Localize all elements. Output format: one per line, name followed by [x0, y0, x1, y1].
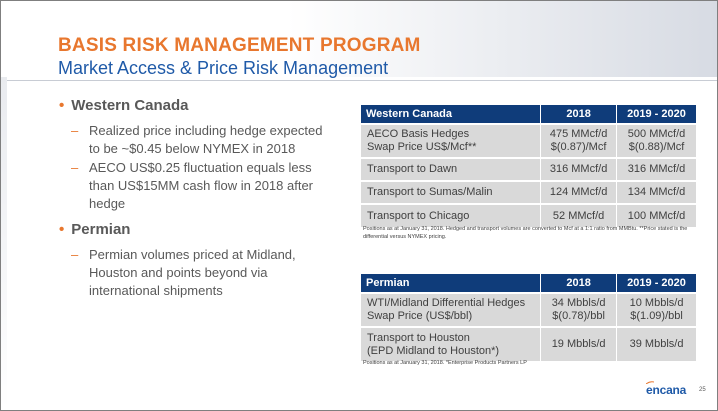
header-divider: [1, 80, 717, 81]
table-row: Transport to Dawn 316 MMcf/d 316 MMcf/d: [361, 157, 697, 181]
cell-value: 34 Mbbls/d: [551, 297, 606, 309]
row-label-line: Swap Price (US$/bbl): [367, 310, 473, 322]
sub-bullet: – Permian volumes priced at Midland, Hou…: [71, 246, 336, 300]
table-header: 2018: [540, 105, 618, 124]
bullet-label: Permian: [71, 221, 131, 238]
table-cell: 500 MMcf/d $(0.88)/Mcf: [616, 123, 697, 158]
bullet-icon: •: [59, 221, 65, 238]
table-cell: 39 Mbbls/d: [616, 326, 697, 361]
table-cell: 19 Mbbls/d: [540, 326, 618, 361]
table-cell: 134 MMcf/d: [616, 180, 697, 204]
row-label-line: (EPD Midland to Houston*): [367, 344, 500, 357]
header-band: [1, 1, 717, 77]
table-cell: WTI/Midland Differential Hedges Swap Pric…: [361, 292, 542, 327]
cell-value: 10 Mbbls/d: [629, 297, 684, 309]
table-cell: 316 MMcf/d: [616, 157, 697, 181]
bullet-label: Western Canada: [71, 97, 189, 114]
table-header-row: Permian 2018 2019 - 2020: [361, 274, 697, 293]
table-row: WTI/Midland Differential Hedges Swap Pric…: [361, 292, 697, 327]
table-row: Transport to Sumas/Malin 124 MMcf/d 134 …: [361, 180, 697, 204]
table-row: AECO Basis Hedges Swap Price US$/Mcf** 47…: [361, 123, 697, 158]
logo-swoosh-icon: [646, 381, 654, 384]
table-cell: 34 Mbbls/d $(0.78)/bbl: [540, 292, 618, 327]
table-cell: 475 MMcf/d $(0.87)/Mcf: [540, 123, 618, 158]
row-label-line: Transport to Houston: [367, 331, 470, 344]
cell-value: 475 MMcf/d: [549, 128, 608, 140]
table-header: 2019 - 2020: [616, 105, 697, 124]
table-cell: 100 MMcf/d: [616, 203, 697, 227]
cell-value: $(0.78)/bbl: [552, 310, 605, 322]
cell-value: $(0.87)/Mcf: [550, 141, 607, 153]
permian-table: Permian 2018 2019 - 2020 WTI/Midland Dif…: [361, 274, 697, 361]
bullet-western-canada: • Western Canada: [59, 97, 189, 114]
table-row: Transport to Chicago 52 MMcf/d 100 MMcf/…: [361, 203, 697, 227]
sub-bullet-text: Realized price including hedge expected …: [89, 123, 323, 156]
western-table-footnote: Positions as at January 31, 2018. Hedged…: [363, 226, 688, 240]
bullet-icon: •: [59, 97, 65, 114]
dash-icon: –: [71, 160, 79, 175]
dash-icon: –: [71, 247, 79, 262]
table-cell: 52 MMcf/d: [540, 203, 618, 227]
table-cell: 316 MMcf/d: [540, 157, 618, 181]
bullet-permian: • Permian: [59, 221, 130, 238]
table-cell: 124 MMcf/d: [540, 180, 618, 204]
table-row: Transport to Houston (EPD Midland to Hous…: [361, 326, 697, 361]
slide-title: BASIS RISK MANAGEMENT PROGRAM: [58, 35, 421, 56]
table-cell: AECO Basis Hedges Swap Price US$/Mcf**: [361, 123, 542, 158]
row-label-line: WTI/Midland Differential Hedges: [367, 297, 526, 309]
cell-value: 500 MMcf/d: [627, 128, 686, 140]
dash-icon: –: [71, 123, 79, 138]
table-cell: Transport to Sumas/Malin: [361, 180, 542, 204]
row-label-line: Swap Price US$/Mcf**: [367, 141, 477, 153]
page-number: 25: [699, 387, 706, 393]
table-cell: Transport to Chicago: [361, 203, 542, 227]
cell-value: $(0.88)/Mcf: [628, 141, 685, 153]
table-header: Western Canada: [361, 105, 542, 124]
cell-value: $(1.09)/bbl: [630, 310, 683, 322]
table-cell: Transport to Houston (EPD Midland to Hous…: [361, 326, 542, 361]
row-label-line: AECO Basis Hedges: [367, 128, 470, 140]
sub-bullet: – AECO US$0.25 fluctuation equals less t…: [71, 159, 336, 213]
encana-logo: encana: [646, 383, 687, 397]
left-decoration: [1, 77, 7, 410]
table-header: 2018: [540, 274, 618, 293]
permian-table-footnote: Positions as at January 31, 2018. *Enter…: [363, 360, 527, 366]
table-cell: 10 Mbbls/d $(1.09)/bbl: [616, 292, 697, 327]
table-header: 2019 - 2020: [616, 274, 697, 293]
table-header: Permian: [361, 274, 542, 293]
slide-subtitle: Market Access & Price Risk Management: [58, 58, 389, 78]
sub-bullet-text: Permian volumes priced at Midland, Houst…: [89, 247, 296, 298]
western-canada-table: Western Canada 2018 2019 - 2020 AECO Bas…: [361, 105, 697, 227]
table-header-row: Western Canada 2018 2019 - 2020: [361, 105, 697, 124]
table-cell: Transport to Dawn: [361, 157, 542, 181]
sub-bullet-text: AECO US$0.25 fluctuation equals less tha…: [89, 160, 314, 211]
sub-bullet: – Realized price including hedge expecte…: [71, 122, 336, 158]
